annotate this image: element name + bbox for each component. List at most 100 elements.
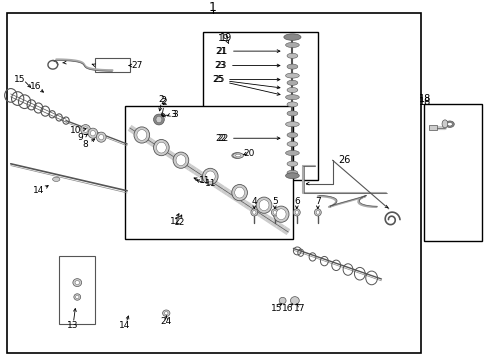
Text: 8: 8 <box>82 140 88 149</box>
Text: 22: 22 <box>216 134 228 143</box>
Ellipse shape <box>173 152 188 168</box>
Ellipse shape <box>99 134 103 140</box>
Ellipse shape <box>286 64 297 69</box>
Ellipse shape <box>286 170 297 175</box>
Text: 21: 21 <box>215 46 226 55</box>
Ellipse shape <box>156 142 166 153</box>
Ellipse shape <box>74 294 81 300</box>
Text: 14: 14 <box>33 186 45 194</box>
Ellipse shape <box>285 73 299 78</box>
Bar <box>95 58 129 72</box>
Text: 18: 18 <box>418 96 430 107</box>
Ellipse shape <box>286 161 297 166</box>
Ellipse shape <box>447 122 451 126</box>
Ellipse shape <box>285 95 299 100</box>
Ellipse shape <box>273 206 288 222</box>
Text: 27: 27 <box>131 61 142 70</box>
Text: 25: 25 <box>211 75 223 84</box>
Ellipse shape <box>286 53 297 58</box>
Text: 2: 2 <box>161 96 166 106</box>
Text: 2: 2 <box>158 95 164 104</box>
Text: 19: 19 <box>218 34 229 43</box>
Text: 14: 14 <box>119 321 130 330</box>
Ellipse shape <box>81 125 90 135</box>
Ellipse shape <box>231 153 242 158</box>
Ellipse shape <box>286 102 297 107</box>
Bar <box>59 256 95 324</box>
Text: 4: 4 <box>251 197 257 206</box>
Ellipse shape <box>290 297 299 305</box>
Bar <box>7 13 420 353</box>
Ellipse shape <box>286 141 297 147</box>
Text: 17: 17 <box>293 305 305 313</box>
Text: 13: 13 <box>66 321 78 330</box>
Ellipse shape <box>164 311 168 315</box>
Text: 2: 2 <box>161 99 166 108</box>
Ellipse shape <box>250 209 257 216</box>
Ellipse shape <box>73 279 81 287</box>
Text: 23: 23 <box>215 61 227 70</box>
Text: 18: 18 <box>418 94 430 104</box>
Ellipse shape <box>75 295 79 299</box>
Text: 3: 3 <box>172 110 178 119</box>
Text: 16: 16 <box>282 305 293 313</box>
Ellipse shape <box>231 184 247 201</box>
Text: 21: 21 <box>216 46 228 55</box>
Ellipse shape <box>314 209 321 216</box>
Text: 7: 7 <box>314 197 320 206</box>
Ellipse shape <box>286 111 297 116</box>
Ellipse shape <box>286 87 297 93</box>
Ellipse shape <box>445 121 453 127</box>
Text: 22: 22 <box>214 134 226 143</box>
Ellipse shape <box>162 310 170 316</box>
Ellipse shape <box>286 132 297 138</box>
Text: 11: 11 <box>204 179 216 188</box>
Ellipse shape <box>272 211 276 214</box>
Ellipse shape <box>293 209 300 216</box>
Text: 5: 5 <box>271 197 277 206</box>
Text: 19: 19 <box>219 33 232 43</box>
Bar <box>203 32 317 180</box>
Ellipse shape <box>176 155 185 166</box>
Ellipse shape <box>96 132 106 142</box>
Text: 16: 16 <box>29 82 41 91</box>
Text: 9: 9 <box>78 133 83 142</box>
Ellipse shape <box>286 80 297 85</box>
Text: 3: 3 <box>170 110 176 119</box>
Ellipse shape <box>285 42 299 48</box>
Ellipse shape <box>156 116 162 123</box>
Bar <box>424 104 481 241</box>
Bar <box>124 106 293 239</box>
Ellipse shape <box>232 153 243 158</box>
Text: 1: 1 <box>208 1 216 14</box>
Text: 12: 12 <box>173 218 185 227</box>
Text: 15: 15 <box>270 305 282 313</box>
Ellipse shape <box>205 171 215 182</box>
Ellipse shape <box>153 140 169 156</box>
Ellipse shape <box>276 209 285 220</box>
Ellipse shape <box>202 168 218 184</box>
Ellipse shape <box>285 122 299 127</box>
Ellipse shape <box>137 130 146 140</box>
Ellipse shape <box>259 200 268 211</box>
Text: 11: 11 <box>198 176 210 185</box>
Ellipse shape <box>256 197 271 213</box>
Ellipse shape <box>279 297 285 304</box>
Text: 15: 15 <box>14 76 25 85</box>
Text: 10: 10 <box>70 126 81 135</box>
Text: 25: 25 <box>212 75 224 84</box>
Ellipse shape <box>295 211 298 214</box>
Ellipse shape <box>441 120 447 128</box>
Text: 12: 12 <box>170 217 182 226</box>
Bar <box>428 125 436 130</box>
Ellipse shape <box>88 128 98 138</box>
Text: 26: 26 <box>337 155 350 165</box>
Text: 24: 24 <box>160 317 172 325</box>
Ellipse shape <box>235 154 240 157</box>
Ellipse shape <box>90 130 95 136</box>
Text: 6: 6 <box>293 197 299 206</box>
Ellipse shape <box>83 127 88 132</box>
Text: 23: 23 <box>214 61 226 70</box>
Ellipse shape <box>283 34 301 40</box>
Text: 20: 20 <box>243 149 255 158</box>
